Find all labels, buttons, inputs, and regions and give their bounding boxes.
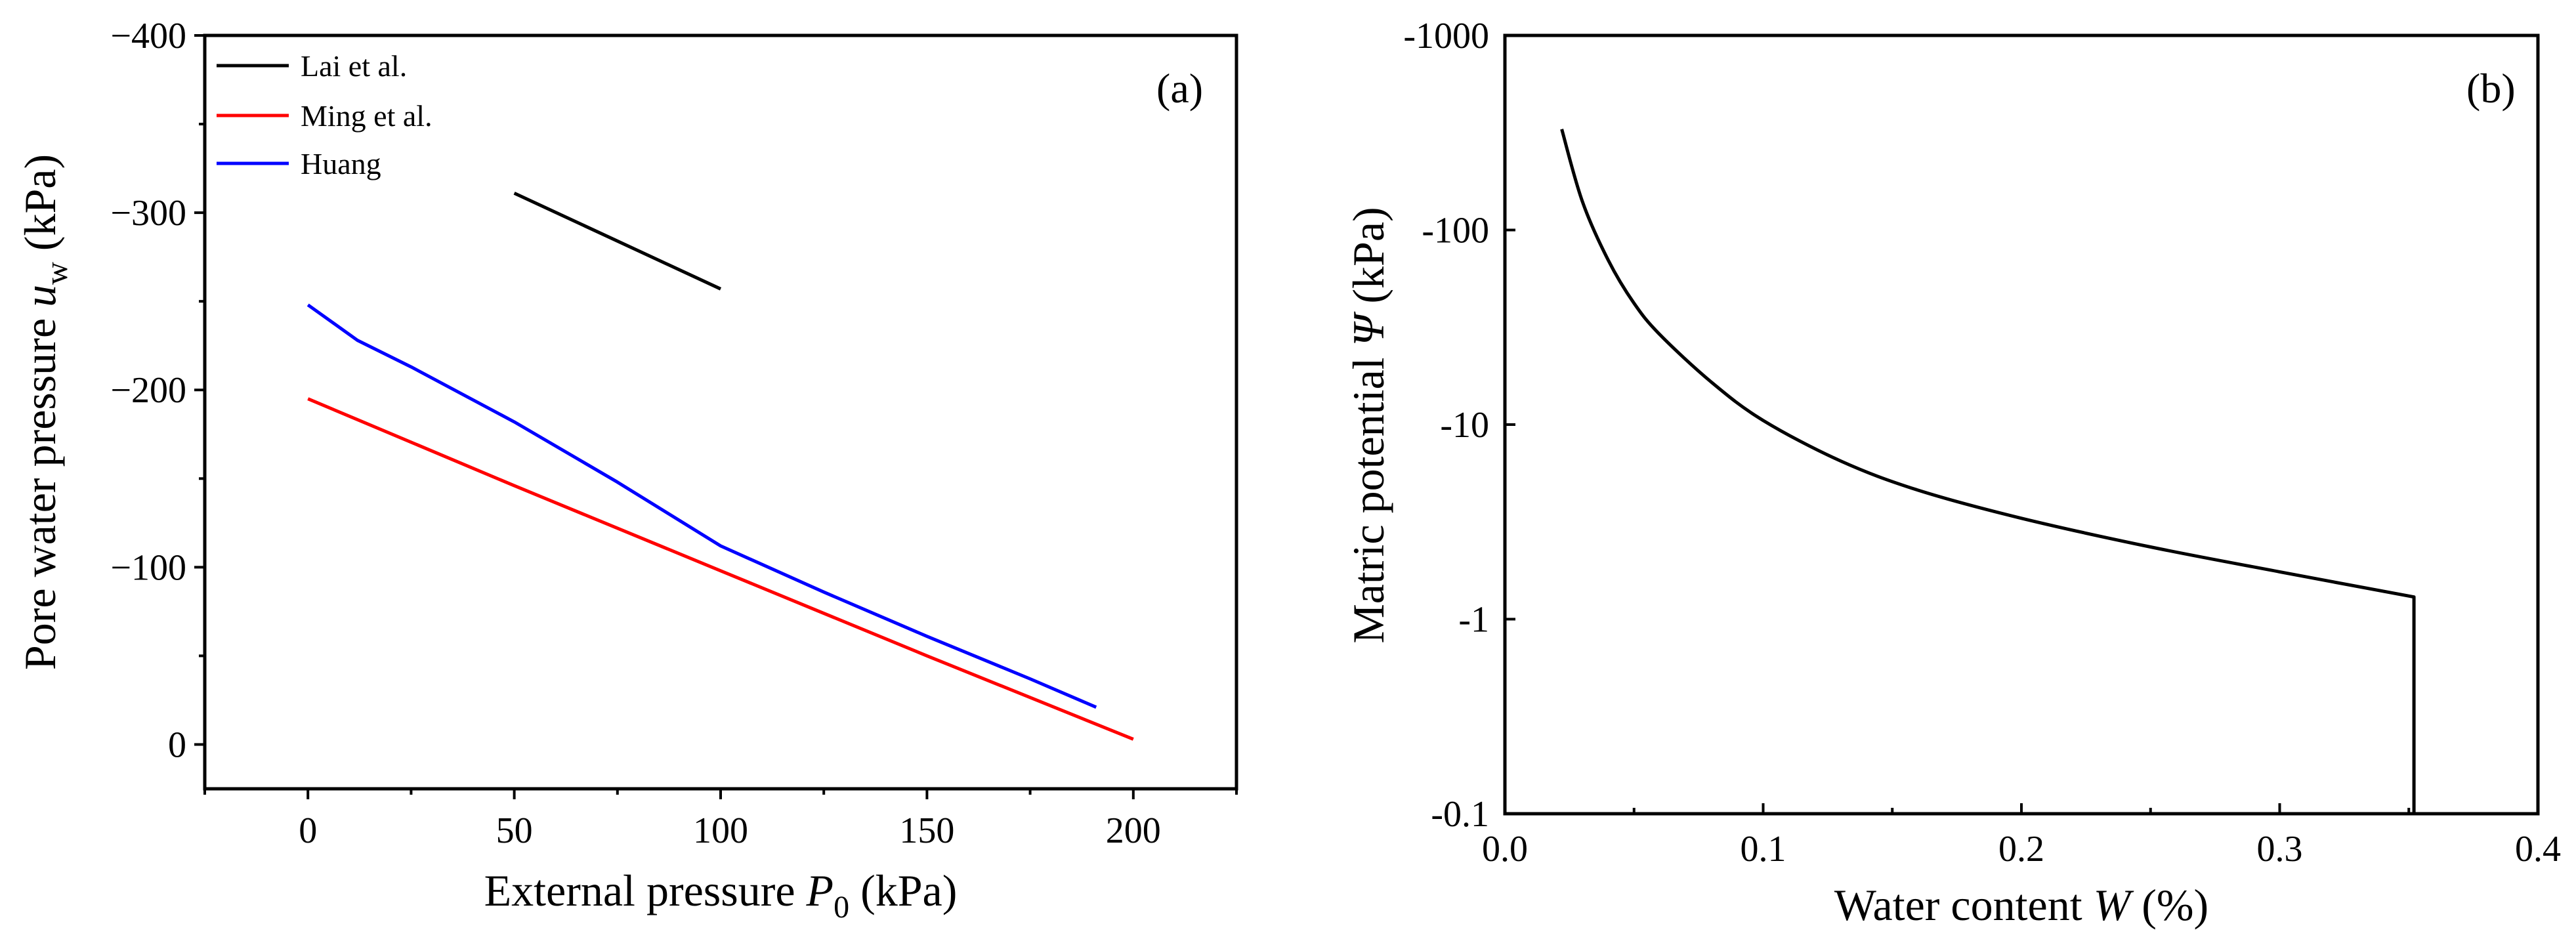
x-tick-label: 200	[1106, 810, 1161, 851]
x-tick-label: 0.4	[2515, 829, 2561, 870]
y-tick-label: -1000	[1403, 16, 1489, 56]
panel-b-plot-frame	[1503, 33, 2540, 816]
y-tick-label: −100	[110, 547, 186, 588]
panel-a-y-axis-title-text: Pore water pressure	[15, 307, 65, 670]
y-tick-label: -10	[1440, 405, 1489, 446]
series-line-lai-et-al	[513, 192, 722, 291]
y-tick-label: -100	[1422, 211, 1489, 251]
panel-b-y-axis-unit: (kPa)	[1343, 207, 1393, 314]
panel-b-label: (b)	[2466, 65, 2516, 112]
panel-a-y-axis-subscript: w	[39, 262, 74, 285]
y-tick-label: -1	[1458, 600, 1489, 640]
panel-b-y-axis-symbol: Ψ	[1343, 311, 1393, 346]
panel-a-y-axis-symbol: u	[15, 285, 65, 307]
y-tick-label: −200	[110, 370, 186, 411]
panel-a-series-layer	[306, 192, 1134, 741]
panel-b-x-axis-title-text: Water content	[1834, 880, 2094, 930]
panel-a-x-axis-symbol: P	[806, 866, 834, 915]
panel-b-y-axis-title-text: Matric potential	[1343, 346, 1393, 643]
panel-b-ticks: 0.0 0.1 0.2 0.3 0.4 -0.1 -1 -10 -100 -1000	[1403, 16, 2561, 870]
panel-b-series-layer	[1560, 129, 2416, 814]
panel-a-x-axis-unit: (kPa)	[849, 866, 957, 915]
x-tick-label: 0.2	[1998, 829, 2044, 870]
panel-a-label: (a)	[1156, 65, 1203, 112]
panel-a-legend: Lai et al. Ming et al. Huang	[217, 49, 433, 180]
series-line-huang	[306, 303, 1097, 709]
panel-b-x-axis-title: Water content W (%)	[1834, 880, 2208, 930]
series-line-swcc	[1560, 129, 2416, 814]
series-line-ming-et-al	[307, 397, 1134, 741]
panel-a-y-axis-unit: (kPa)	[15, 154, 65, 262]
x-tick-label: 0.3	[2257, 829, 2303, 870]
panel-a-x-axis-subscript: 0	[834, 890, 849, 925]
panel-b-y-axis-title: Matric potential Ψ (kPa)	[1343, 207, 1393, 643]
x-tick-label: 50	[496, 810, 533, 851]
panel-b-x-axis-symbol: W	[2094, 880, 2134, 930]
y-tick-label: -0.1	[1431, 794, 1489, 835]
legend-label-huang: Huang	[301, 147, 381, 180]
panel-a: 0 50 100 150 200 0 −100 −200 −300 −400 Lai et al.…	[15, 16, 1238, 925]
legend-label-lai: Lai et al.	[301, 49, 407, 83]
panel-a-x-axis-title: External pressure P0 (kPa)	[484, 866, 958, 925]
x-tick-label: 100	[693, 810, 748, 851]
x-tick-label: 0	[299, 810, 317, 851]
x-tick-label: 0.0	[1482, 829, 1528, 870]
y-tick-label: 0	[168, 724, 186, 765]
panel-a-y-axis-title: Pore water pressure uw (kPa)	[15, 154, 74, 670]
panel-a-ticks: 0 50 100 150 200 0 −100 −200 −300 −400	[110, 16, 1238, 851]
x-tick-label: 0.1	[1741, 829, 1786, 870]
x-tick-label: 150	[899, 810, 954, 851]
y-tick-label: −400	[110, 16, 186, 56]
panel-b: 0.0 0.1 0.2 0.3 0.4 -0.1 -1 -10 -100 -1000 (b) Wa…	[1343, 16, 2561, 930]
panel-b-x-axis-unit: (%)	[2130, 880, 2208, 930]
legend-label-ming: Ming et al.	[301, 99, 433, 133]
y-tick-label: −300	[110, 193, 186, 234]
panel-a-x-axis-title-text: External pressure	[484, 866, 795, 915]
